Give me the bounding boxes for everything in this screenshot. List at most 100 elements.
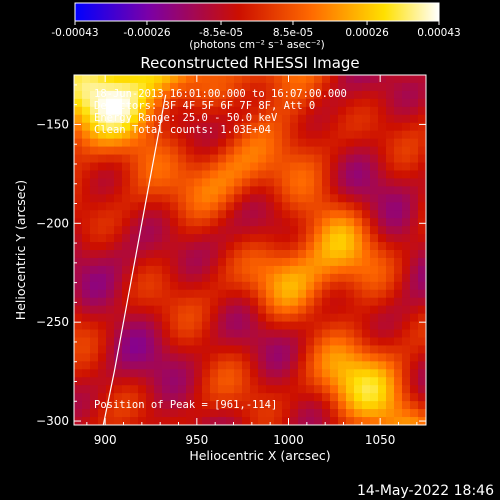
heatmap-cell bbox=[298, 401, 307, 410]
heatmap-cell bbox=[418, 146, 426, 156]
heatmap-cell bbox=[154, 242, 163, 251]
heatmap-cell bbox=[378, 106, 387, 116]
heatmap-cell bbox=[354, 409, 363, 418]
heatmap-cell bbox=[346, 146, 355, 156]
heatmap-cell bbox=[274, 250, 283, 259]
heatmap-cell bbox=[282, 385, 291, 394]
heatmap-cell bbox=[194, 377, 203, 386]
heatmap-cell bbox=[322, 297, 331, 307]
heatmap-cell bbox=[114, 178, 123, 187]
heatmap-cell bbox=[226, 289, 235, 299]
heatmap-cell bbox=[386, 297, 395, 307]
heatmap-cell bbox=[306, 202, 315, 211]
heatmap-cell bbox=[410, 409, 419, 418]
heatmap-cell bbox=[386, 353, 395, 362]
heatmap-cell bbox=[258, 218, 267, 227]
heatmap-cell bbox=[362, 202, 371, 211]
heatmap-cell bbox=[218, 273, 227, 283]
heatmap-cell bbox=[154, 98, 163, 108]
heatmap-cell bbox=[418, 186, 426, 195]
heatmap-cell bbox=[98, 75, 107, 84]
heatmap-cell bbox=[234, 297, 243, 307]
heatmap-cell bbox=[186, 82, 195, 92]
heatmap-cell bbox=[74, 210, 83, 219]
heatmap-cell bbox=[138, 154, 147, 164]
heatmap-cell bbox=[74, 281, 83, 291]
heatmap-cell bbox=[154, 329, 163, 339]
heatmap-cell bbox=[338, 401, 347, 410]
heatmap-cell bbox=[162, 106, 171, 116]
heatmap-cell bbox=[82, 234, 91, 243]
heatmap-cell bbox=[250, 130, 259, 140]
heatmap-cell bbox=[306, 329, 315, 339]
heatmap-cell bbox=[98, 321, 107, 331]
heatmap-cell bbox=[266, 146, 275, 156]
heatmap-cell bbox=[146, 361, 155, 370]
heatmap-cell bbox=[106, 257, 115, 267]
heatmap-cell bbox=[354, 146, 363, 156]
heatmap-cell bbox=[146, 273, 155, 283]
heatmap-cell bbox=[330, 114, 339, 124]
heatmap-cell bbox=[410, 98, 419, 108]
heatmap-cell bbox=[394, 345, 403, 354]
heatmap-cell bbox=[330, 138, 339, 148]
heatmap-cell bbox=[386, 250, 395, 259]
heatmap-cell bbox=[82, 194, 91, 203]
heatmap-cell bbox=[226, 385, 235, 394]
heatmap-cell bbox=[210, 393, 219, 402]
heatmap-cell bbox=[322, 345, 331, 354]
heatmap-cell bbox=[194, 202, 203, 211]
heatmap-cell bbox=[130, 321, 139, 331]
heatmap-cell bbox=[402, 281, 411, 291]
heatmap-cell bbox=[154, 345, 163, 354]
heatmap-cell bbox=[298, 226, 307, 235]
heatmap-cell bbox=[378, 321, 387, 331]
heatmap-cell bbox=[394, 146, 403, 156]
heatmap-cell bbox=[274, 130, 283, 140]
heatmap-cell bbox=[282, 409, 291, 418]
heatmap-cell bbox=[338, 138, 347, 148]
colorbar-tick-label: 0.00026 bbox=[345, 27, 389, 39]
heatmap-cell bbox=[98, 417, 107, 425]
heatmap-cell bbox=[122, 345, 131, 354]
heatmap-cell bbox=[274, 146, 283, 156]
heatmap-cell bbox=[394, 321, 403, 331]
heatmap-cell bbox=[338, 170, 347, 179]
heatmap-cell bbox=[202, 114, 211, 124]
heatmap-cell bbox=[178, 90, 187, 100]
heatmap-cell bbox=[154, 154, 163, 164]
heatmap-cell bbox=[354, 154, 363, 164]
heatmap-cell bbox=[74, 138, 83, 148]
heatmap-cell bbox=[98, 170, 107, 179]
heatmap-cell bbox=[218, 210, 227, 219]
heatmap-cell bbox=[114, 417, 123, 425]
heatmap-cell bbox=[186, 98, 195, 108]
heatmap-cell bbox=[322, 186, 331, 195]
heatmap-cell bbox=[274, 393, 283, 402]
heatmap-cell bbox=[98, 218, 107, 227]
heatmap-cell bbox=[170, 265, 179, 275]
heatmap-cell bbox=[82, 186, 91, 195]
heatmap-cell bbox=[250, 82, 259, 92]
heatmap-cell bbox=[322, 194, 331, 203]
heatmap-cell bbox=[250, 289, 259, 299]
heatmap-cell bbox=[306, 369, 315, 378]
heatmap-cell bbox=[266, 393, 275, 402]
heatmap-cell bbox=[98, 122, 107, 132]
heatmap-cell bbox=[154, 385, 163, 394]
heatmap-cell bbox=[122, 321, 131, 331]
heatmap-cell bbox=[114, 98, 123, 108]
heatmap-cell bbox=[98, 186, 107, 195]
heatmap-cell bbox=[346, 90, 355, 100]
heatmap-cell bbox=[282, 281, 291, 291]
heatmap-cell bbox=[210, 98, 219, 108]
heatmap-cell bbox=[322, 98, 331, 108]
heatmap-cell bbox=[194, 170, 203, 179]
heatmap-cell bbox=[234, 138, 243, 148]
colorbar-tick-label: 0.00043 bbox=[417, 27, 460, 39]
heatmap-cell bbox=[362, 409, 371, 418]
heatmap-cell bbox=[250, 210, 259, 219]
heatmap-cell bbox=[114, 218, 123, 227]
heatmap-cell bbox=[178, 393, 187, 402]
heatmap-cell bbox=[322, 210, 331, 219]
